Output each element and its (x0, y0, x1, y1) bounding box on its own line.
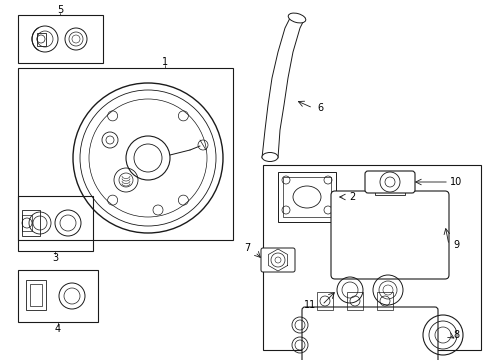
FancyBboxPatch shape (330, 191, 448, 279)
Bar (18, 270, 98, 322)
Ellipse shape (287, 13, 305, 23)
Bar (278, 172, 335, 222)
FancyBboxPatch shape (261, 248, 294, 272)
Text: 8: 8 (452, 330, 458, 340)
FancyBboxPatch shape (302, 307, 437, 360)
Bar (346, 292, 362, 310)
Bar (18, 68, 232, 240)
Text: 4: 4 (55, 324, 61, 334)
Text: 1: 1 (162, 57, 168, 67)
Text: 7: 7 (244, 243, 250, 253)
Bar (283, 177, 330, 217)
Text: 10: 10 (449, 177, 461, 187)
Bar (18, 15, 103, 63)
Bar (263, 165, 480, 350)
FancyBboxPatch shape (364, 171, 414, 193)
Bar (30, 284, 42, 306)
Text: 11: 11 (303, 300, 315, 310)
Text: 5: 5 (57, 5, 63, 15)
Bar (376, 292, 392, 310)
Bar (18, 196, 93, 251)
Bar (37, 33, 46, 46)
Bar (316, 292, 332, 310)
Text: 9: 9 (452, 240, 458, 250)
Text: 6: 6 (316, 103, 323, 113)
Ellipse shape (292, 186, 320, 208)
Text: 3: 3 (52, 253, 58, 263)
Bar (22, 215, 32, 231)
Bar (26, 280, 46, 310)
Text: 2: 2 (348, 192, 354, 202)
Bar (22, 210, 40, 236)
Ellipse shape (262, 153, 278, 162)
Bar (374, 180, 404, 195)
